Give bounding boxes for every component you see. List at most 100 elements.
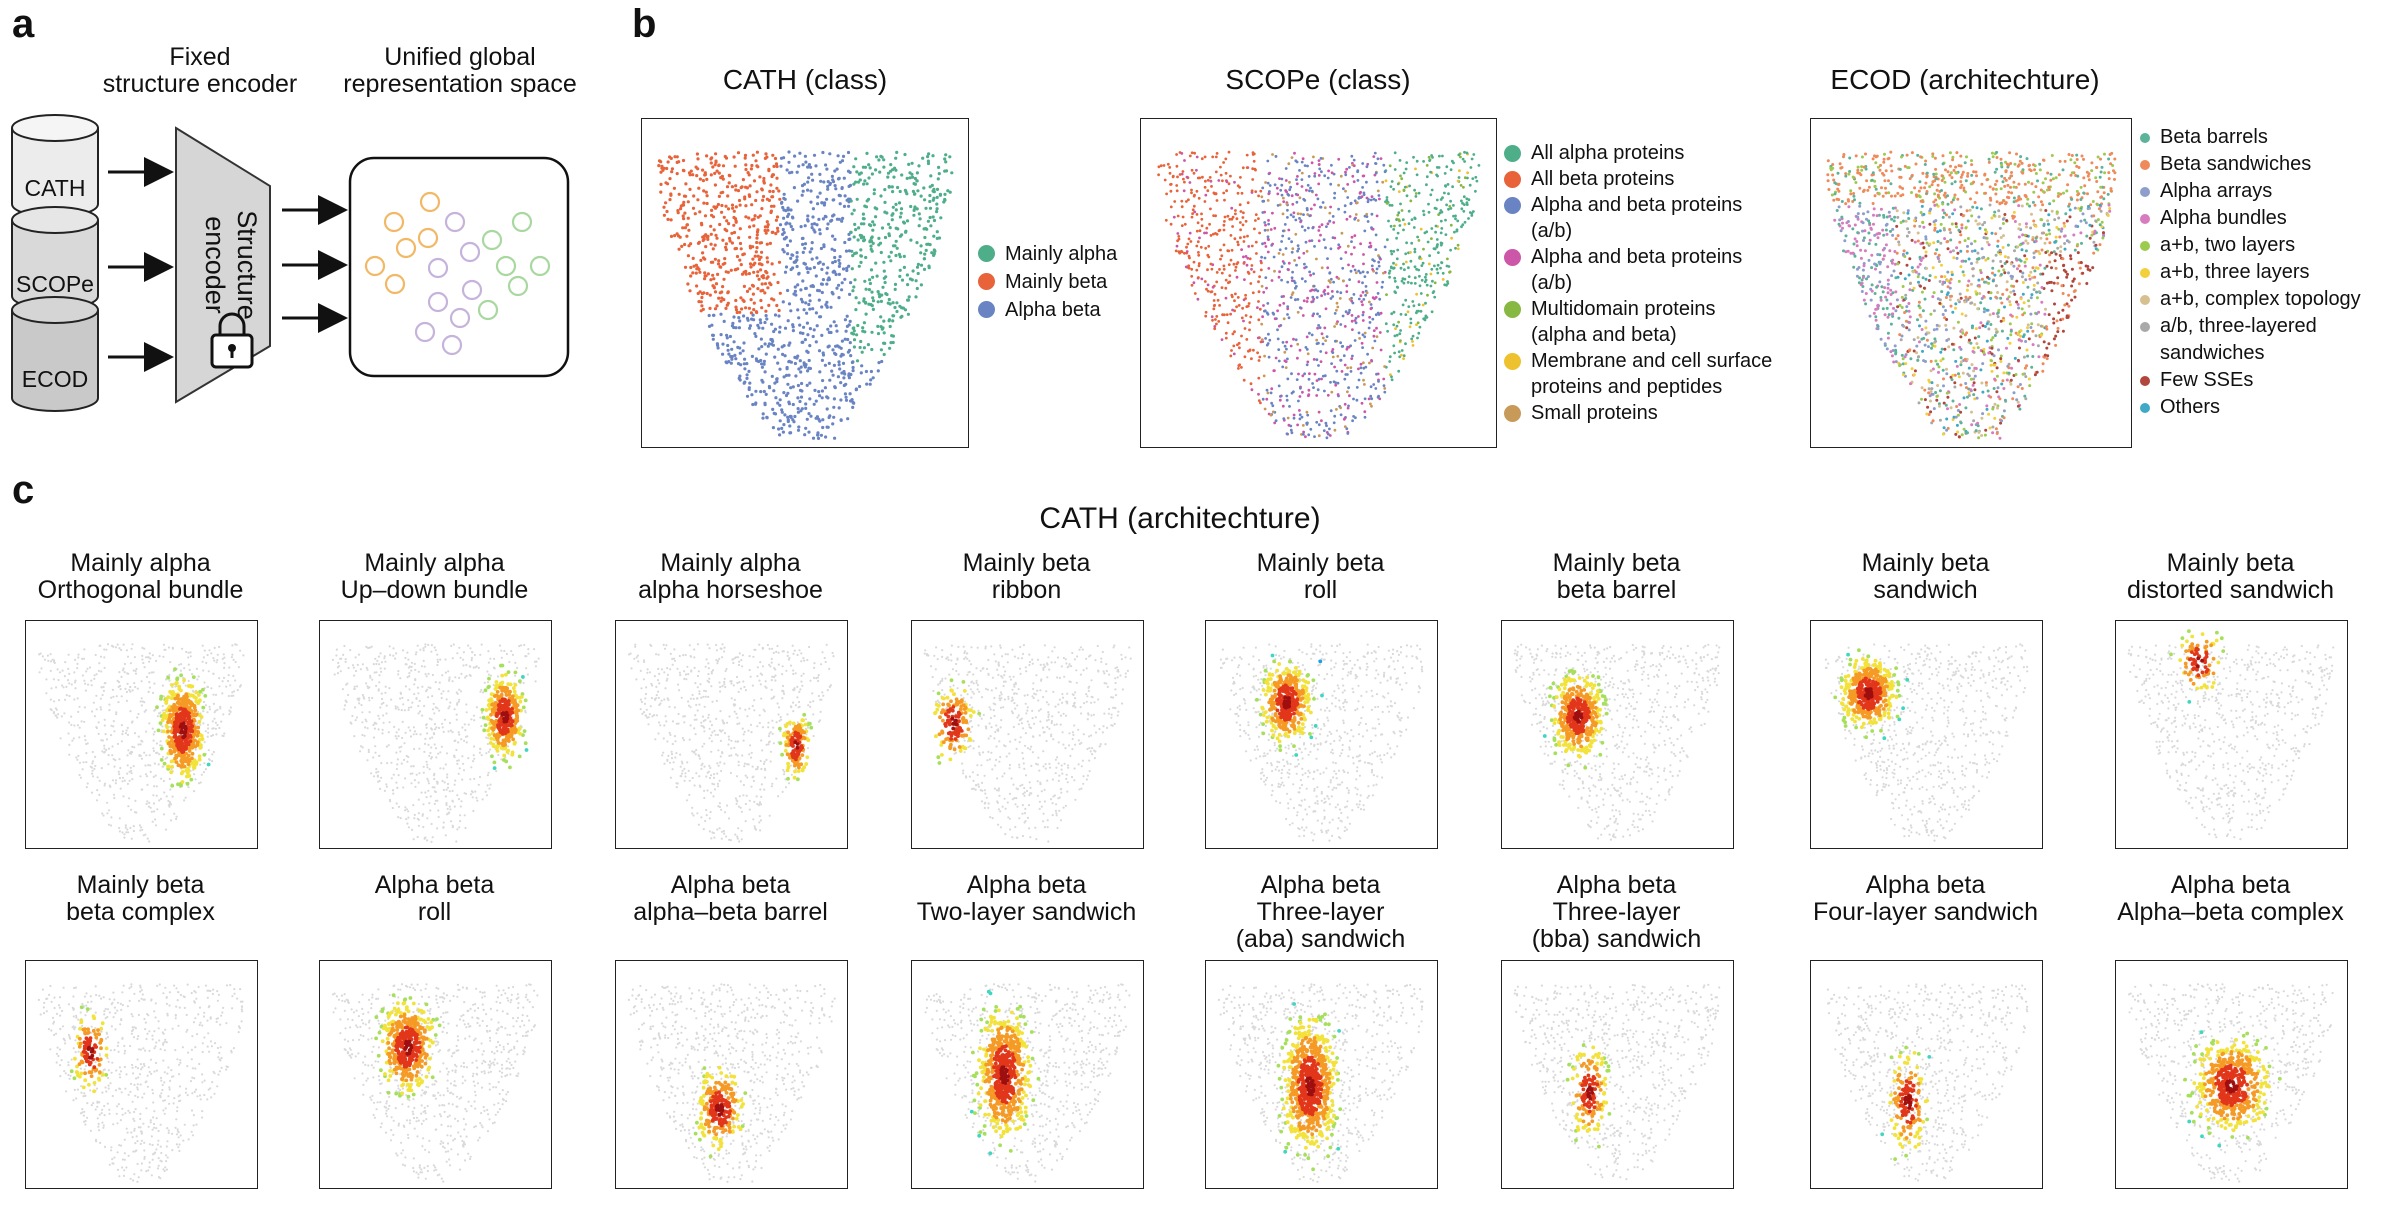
scatter-point [1365,180,1368,184]
scatter-point [1248,321,1252,324]
scatter-point [1916,239,1920,243]
scatter-point [675,172,679,176]
scatter-point [1271,410,1275,414]
scatter-point [715,304,719,308]
scatter-point [1353,199,1357,203]
scatter-point [810,247,814,251]
scatter-point [802,325,806,329]
scatter-point [2015,398,2019,402]
scatter-point [695,174,699,178]
scatter-point [1229,174,1232,178]
scatter-point [1966,284,1970,288]
scatter-point [1217,320,1221,323]
scatter-point [1317,434,1321,438]
scatter-point [2032,256,2036,259]
representation-space-label: Unified global representation space [320,44,600,98]
scatter-point [792,420,796,424]
scatter-point [805,321,809,325]
scatter-point [1949,171,1953,175]
scatter-point [871,296,875,300]
scatter-point [1890,261,1894,265]
scatter-point [2042,224,2046,227]
scatter-point [1891,206,1895,210]
scatter-point [1257,376,1261,380]
scatter-point [1197,196,1201,200]
background-point [187,786,190,789]
scatter-point [1176,214,1180,218]
cath-architecture-title: CATH (architechture) [900,502,1460,536]
scatter-point [1246,234,1249,238]
scatter-point [1885,298,1889,302]
scatter-point [1360,300,1364,303]
scatter-point [1273,269,1276,273]
scatter-point [1299,386,1302,390]
scatter-point [1971,267,1975,271]
scatter-point [1439,243,1443,247]
scatter-point [686,216,690,220]
scatter-point [1315,338,1319,342]
scatter-point [1946,279,1950,283]
scatter-point [853,222,857,226]
legend-marker [1504,249,1521,266]
scatter-point [1472,210,1475,213]
scatter-point [1399,266,1403,270]
scatter-point [1952,348,1956,352]
scatter-point [1324,421,1328,425]
scatter-point [2056,276,2060,280]
scatter-point [1844,174,1848,178]
scatter-point [704,245,708,249]
scatter-point [1955,225,1958,229]
scatter-point [1326,257,1329,260]
scatter-point [2109,162,2113,166]
scatter-point [1382,377,1386,381]
scatter-point [1474,189,1477,193]
scatter-point [1884,169,1888,173]
scatter-point [903,188,907,192]
scatter-point [835,329,839,333]
scatter-point [1395,257,1399,261]
scatter-point [1433,264,1436,268]
scatter-point [1397,350,1401,354]
scatter-point [765,256,769,260]
scatter-point [876,369,880,373]
scatter-point [1947,337,1951,341]
scatter-point [838,194,842,198]
scatter-point [2002,319,2006,322]
scatter-point [1427,262,1431,266]
scatter-point [1941,154,1945,158]
scatter-point [842,204,847,208]
scatter-point [1383,245,1387,249]
scatter-point [1864,152,1867,156]
scatter-point [1372,383,1376,386]
scatter-point [1903,164,1907,168]
scatter-point [1948,286,1952,290]
scatter-point [2075,164,2079,168]
scatter-point [760,362,764,366]
scatter-point [742,341,746,345]
legend-label: Few SSEs [2160,367,2253,394]
scatter-point [795,264,799,269]
scatter-point [1976,346,1980,350]
scatter-point [1410,241,1414,245]
scatter-point [1434,224,1438,228]
scatter-point [1257,399,1261,402]
scatter-point [1331,355,1335,359]
scatter-point [1972,170,1976,174]
scatter-point [1924,360,1927,363]
scatter-point [838,160,842,164]
scatter-point [1203,200,1207,203]
scatter-point [786,391,790,395]
scatter-point [2005,288,2009,292]
scatter-point [657,159,662,163]
scatter-point [1987,290,1991,294]
scatter-point [1341,314,1345,318]
scatter-point [1356,179,1360,182]
scatter-point [898,274,902,278]
scatter-point [748,225,752,229]
scatter-point [801,250,805,254]
scatter-point [1364,365,1368,369]
background-point [149,657,152,660]
scatter-point [1169,205,1173,209]
scatter-point [1361,346,1364,349]
scatter-point [1234,212,1237,216]
